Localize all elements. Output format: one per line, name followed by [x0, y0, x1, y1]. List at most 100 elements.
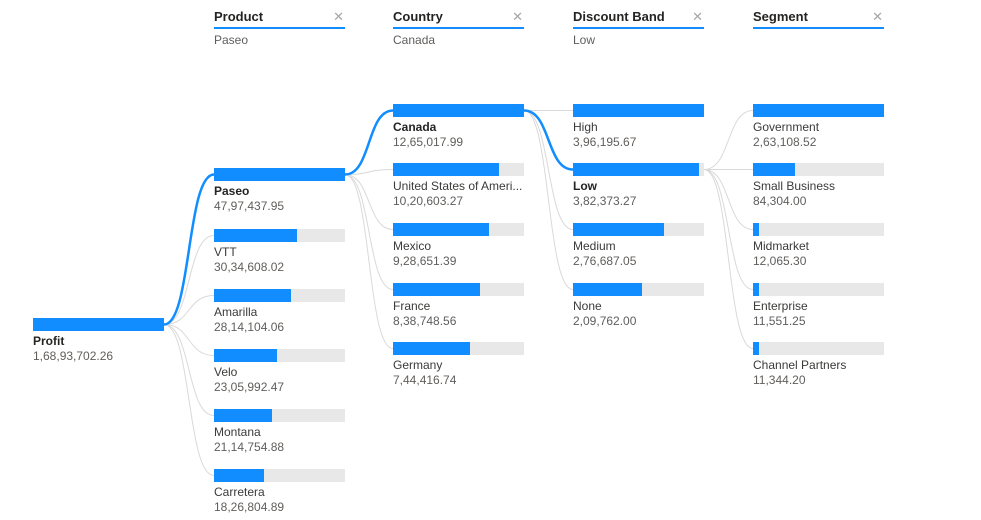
level-selected-value: Low — [573, 33, 596, 47]
connector — [344, 174, 394, 230]
tree-node-enterprise[interactable]: Enterprise 11,551.25 — [753, 283, 884, 329]
node-value: 11,551.25 — [753, 314, 806, 328]
tree-node-united-states-of-ameri[interactable]: United States of Ameri... 10,20,603.27 — [393, 163, 524, 209]
node-label: Medium — [573, 239, 616, 253]
node-bar — [214, 168, 345, 181]
level-title-row: Country ✕ — [393, 6, 524, 29]
node-bar — [573, 283, 704, 296]
node-label: High — [573, 120, 598, 134]
tree-node-vtt[interactable]: VTT 30,34,608.02 — [214, 229, 345, 275]
node-label: VTT — [214, 245, 237, 259]
node-value: 12,65,017.99 — [393, 135, 464, 149]
node-label: Low — [573, 179, 597, 193]
close-icon[interactable]: ✕ — [872, 8, 883, 24]
level-header-discount-band: Discount Band ✕ Low — [573, 6, 704, 47]
node-value: 11,344.20 — [753, 373, 806, 387]
connector — [163, 324, 215, 476]
node-bar-fill — [33, 318, 164, 331]
node-label: Paseo — [214, 184, 250, 198]
node-label: None — [573, 299, 602, 313]
node-label: Carretera — [214, 485, 265, 499]
tree-node-none[interactable]: None 2,09,762.00 — [573, 283, 704, 329]
node-label: France — [393, 299, 431, 313]
tree-node-mexico[interactable]: Mexico 9,28,651.39 — [393, 223, 524, 269]
node-bar — [214, 469, 345, 482]
node-bar-fill — [393, 283, 480, 296]
level-header-country: Country ✕ Canada — [393, 6, 524, 47]
tree-node-canada[interactable]: Canada 12,65,017.99 — [393, 104, 524, 150]
node-bar-fill — [393, 223, 489, 236]
node-value: 9,28,651.39 — [393, 254, 457, 268]
tree-node-paseo[interactable]: Paseo 47,97,437.95 — [214, 168, 345, 214]
level-selected-value: Paseo — [214, 33, 249, 47]
tree-node-montana[interactable]: Montana 21,14,754.88 — [214, 409, 345, 455]
node-label: Profit — [33, 334, 65, 348]
node-label: Mexico — [393, 239, 432, 253]
node-bar — [753, 104, 884, 117]
node-bar — [753, 342, 884, 355]
node-value: 84,304.00 — [753, 194, 807, 208]
tree-node-medium[interactable]: Medium 2,76,687.05 — [573, 223, 704, 269]
tree-node-high[interactable]: High 3,96,195.67 — [573, 104, 704, 150]
tree-node-france[interactable]: France 8,38,748.56 — [393, 283, 524, 329]
node-bar-fill — [214, 289, 291, 302]
node-bar — [393, 223, 524, 236]
level-header-product: Product ✕ Paseo — [214, 6, 345, 47]
connector — [703, 110, 754, 170]
close-icon[interactable]: ✕ — [512, 8, 523, 24]
node-value: 7,44,416.74 — [393, 373, 457, 387]
node-bar — [393, 342, 524, 355]
node-bar — [214, 409, 345, 422]
node-bar-fill — [753, 104, 884, 117]
node-bar-fill — [573, 163, 699, 176]
connector — [523, 110, 574, 230]
node-value: 21,14,754.88 — [214, 440, 285, 454]
node-value: 23,05,992.47 — [214, 380, 285, 394]
node-bar — [393, 163, 524, 176]
node-label: Canada — [393, 120, 437, 134]
node-label: Enterprise — [753, 299, 808, 313]
node-bar — [33, 318, 164, 331]
level-selected-value: Canada — [393, 33, 436, 47]
connector-selected — [163, 173, 215, 326]
node-bar-fill — [573, 223, 664, 236]
tree-node-midmarket[interactable]: Midmarket 12,065.30 — [753, 223, 884, 269]
node-label: Government — [753, 120, 820, 134]
node-label: Velo — [214, 365, 238, 379]
tree-node-government[interactable]: Government 2,63,108.52 — [753, 104, 884, 150]
tree-node-carretera[interactable]: Carretera 18,26,804.89 — [214, 469, 345, 515]
connector — [163, 324, 215, 416]
node-bar-fill — [214, 409, 272, 422]
node-bar-fill — [214, 168, 345, 181]
close-icon[interactable]: ✕ — [333, 8, 344, 24]
node-label: United States of Ameri... — [393, 179, 523, 193]
node-bar-fill — [214, 469, 264, 482]
node-bar-fill — [393, 104, 524, 117]
node-label: Germany — [393, 358, 443, 372]
node-bar — [393, 104, 524, 117]
connector — [703, 169, 754, 230]
tree-node-velo[interactable]: Velo 23,05,992.47 — [214, 349, 345, 395]
tree-node-germany[interactable]: Germany 7,44,416.74 — [393, 342, 524, 388]
level-title-row: Product ✕ — [214, 6, 345, 29]
node-value: 30,34,608.02 — [214, 260, 285, 274]
node-value: 2,76,687.05 — [573, 254, 637, 268]
tree-node-small-business[interactable]: Small Business 84,304.00 — [753, 163, 884, 209]
node-bar — [214, 349, 345, 362]
node-value: 10,20,603.27 — [393, 194, 464, 208]
node-value: 47,97,437.95 — [214, 199, 285, 213]
connector — [523, 110, 574, 290]
node-value: 1,68,93,702.26 — [33, 349, 114, 363]
node-bar — [753, 163, 884, 176]
node-bar — [214, 289, 345, 302]
node-bar — [573, 163, 704, 176]
level-title: Product — [214, 8, 264, 24]
tree-node-amarilla[interactable]: Amarilla 28,14,104.06 — [214, 289, 345, 335]
tree-node-channel-partners[interactable]: Channel Partners 11,344.20 — [753, 342, 884, 388]
tree-node-low[interactable]: Low 3,82,373.27 — [573, 163, 704, 209]
tree-node-profit[interactable]: Profit 1,68,93,702.26 — [33, 318, 164, 364]
close-icon[interactable]: ✕ — [692, 8, 703, 24]
node-bar — [753, 223, 884, 236]
level-title-row: Segment ✕ — [753, 6, 884, 29]
